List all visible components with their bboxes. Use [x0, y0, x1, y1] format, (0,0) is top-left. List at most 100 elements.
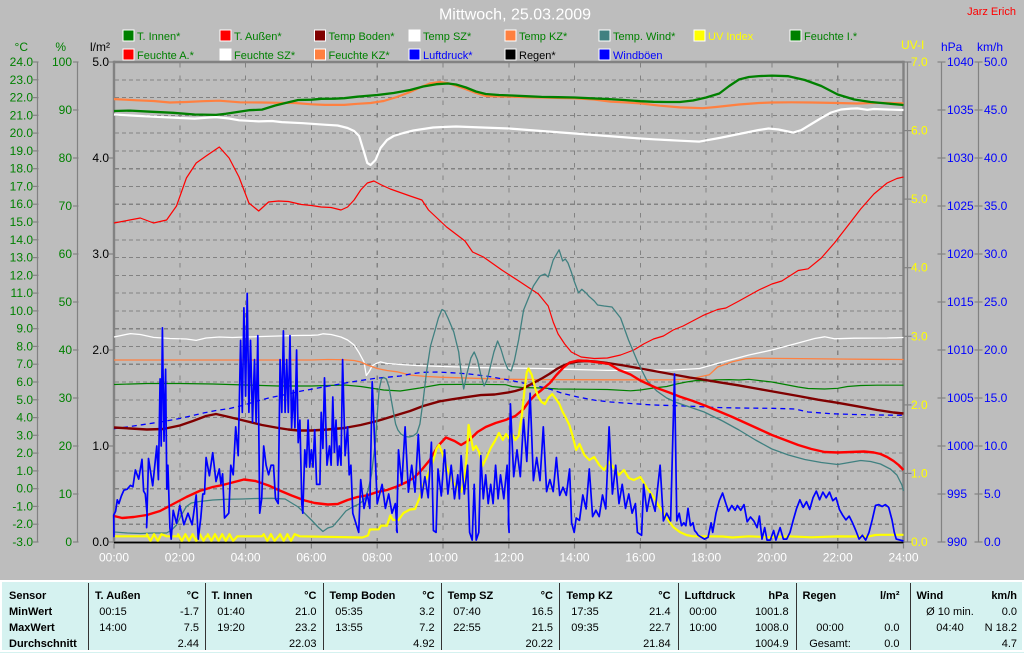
svg-text:Regen*: Regen* — [519, 50, 556, 62]
svg-text:10.0: 10.0 — [10, 304, 34, 318]
svg-text:0.0: 0.0 — [911, 535, 928, 549]
svg-text:UV Index: UV Index — [708, 31, 754, 43]
svg-text:1.0: 1.0 — [911, 466, 928, 480]
svg-text:04:00: 04:00 — [231, 551, 261, 565]
svg-text:19.0: 19.0 — [10, 144, 34, 158]
svg-text:24.0: 24.0 — [10, 55, 34, 69]
svg-text:Feuchte KZ*: Feuchte KZ* — [329, 50, 391, 62]
svg-text:4.0: 4.0 — [16, 411, 33, 425]
svg-text:1040: 1040 — [947, 55, 974, 69]
svg-text:0.0: 0.0 — [16, 482, 33, 496]
svg-text:20:00: 20:00 — [757, 551, 787, 565]
svg-text:%: % — [55, 40, 66, 54]
svg-text:20: 20 — [59, 439, 73, 453]
svg-text:Temp SZ*: Temp SZ* — [423, 31, 472, 43]
svg-text:0.0: 0.0 — [92, 535, 109, 549]
svg-text:995: 995 — [947, 487, 967, 501]
svg-text:0.0: 0.0 — [984, 535, 1001, 549]
svg-text:1005: 1005 — [947, 391, 974, 405]
svg-text:5.0: 5.0 — [984, 487, 1001, 501]
svg-text:60: 60 — [59, 247, 73, 261]
svg-text:30: 30 — [59, 391, 73, 405]
svg-text:Feuchte I.*: Feuchte I.* — [804, 31, 858, 43]
svg-text:20.0: 20.0 — [984, 343, 1008, 357]
svg-text:21.0: 21.0 — [10, 108, 34, 122]
svg-text:3.0: 3.0 — [16, 428, 33, 442]
svg-text:10.0: 10.0 — [984, 439, 1008, 453]
svg-text:km/h: km/h — [977, 40, 1003, 54]
svg-text:08:00: 08:00 — [362, 551, 392, 565]
svg-text:18.0: 18.0 — [10, 162, 34, 176]
svg-text:6.0: 6.0 — [911, 124, 928, 138]
svg-text:2.0: 2.0 — [911, 398, 928, 412]
svg-text:0: 0 — [65, 535, 72, 549]
svg-text:12:00: 12:00 — [494, 551, 524, 565]
svg-text:1025: 1025 — [947, 199, 974, 213]
svg-text:16:00: 16:00 — [625, 551, 655, 565]
svg-text:100: 100 — [52, 55, 72, 69]
svg-text:9.0: 9.0 — [16, 322, 33, 336]
svg-text:13.0: 13.0 — [10, 251, 34, 265]
svg-text:Jarz Erich: Jarz Erich — [967, 6, 1016, 18]
svg-text:22:00: 22:00 — [823, 551, 853, 565]
svg-text:Mittwoch, 25.03.2009: Mittwoch, 25.03.2009 — [439, 7, 591, 24]
svg-text:16.0: 16.0 — [10, 197, 34, 211]
svg-text:3.0: 3.0 — [92, 247, 109, 261]
svg-text:25.0: 25.0 — [984, 295, 1008, 309]
svg-text:11.0: 11.0 — [11, 286, 34, 300]
svg-text:4.0: 4.0 — [911, 261, 928, 275]
svg-text:15.0: 15.0 — [984, 391, 1008, 405]
svg-text:T. Innen*: T. Innen* — [137, 31, 181, 43]
svg-text:22.0: 22.0 — [10, 91, 34, 105]
svg-text:Temp KZ*: Temp KZ* — [519, 31, 568, 43]
svg-text:45.0: 45.0 — [984, 103, 1008, 117]
svg-text:24:00: 24:00 — [888, 551, 918, 565]
svg-text:Luftdruck*: Luftdruck* — [423, 50, 473, 62]
svg-text:hPa: hPa — [941, 40, 963, 54]
svg-text:Temp. Wind*: Temp. Wind* — [613, 31, 676, 43]
svg-text:5.0: 5.0 — [911, 192, 928, 206]
svg-text:-2.0: -2.0 — [12, 517, 33, 531]
svg-text:l/m²: l/m² — [90, 40, 110, 54]
svg-text:17.0: 17.0 — [10, 179, 34, 193]
svg-text:40: 40 — [59, 343, 73, 357]
svg-text:UV-I: UV-I — [901, 38, 924, 52]
svg-text:5.0: 5.0 — [92, 55, 109, 69]
svg-text:6.0: 6.0 — [16, 375, 33, 389]
svg-text:00:00: 00:00 — [99, 551, 129, 565]
svg-text:12.0: 12.0 — [10, 268, 34, 282]
svg-text:50.0: 50.0 — [984, 55, 1008, 69]
svg-text:50: 50 — [59, 295, 73, 309]
svg-text:14:00: 14:00 — [560, 551, 590, 565]
svg-text:30.0: 30.0 — [984, 247, 1008, 261]
svg-text:990: 990 — [947, 535, 967, 549]
svg-text:80: 80 — [59, 151, 73, 165]
svg-text:-3.0: -3.0 — [12, 535, 33, 549]
svg-text:2.0: 2.0 — [92, 343, 109, 357]
svg-text:10: 10 — [59, 487, 73, 501]
svg-text:7.0: 7.0 — [16, 357, 33, 371]
svg-text:20.0: 20.0 — [10, 126, 34, 140]
svg-text:70: 70 — [59, 199, 73, 213]
svg-text:°C: °C — [15, 40, 29, 54]
svg-text:T. Außen*: T. Außen* — [234, 31, 282, 43]
svg-text:1020: 1020 — [947, 247, 974, 261]
svg-text:1015: 1015 — [947, 295, 974, 309]
svg-text:2.0: 2.0 — [16, 446, 33, 460]
svg-text:14.0: 14.0 — [10, 233, 34, 247]
svg-text:1.0: 1.0 — [92, 439, 109, 453]
svg-text:18:00: 18:00 — [691, 551, 721, 565]
svg-text:40.0: 40.0 — [984, 151, 1008, 165]
svg-text:-1.0: -1.0 — [12, 499, 33, 513]
svg-text:Feuchte SZ*: Feuchte SZ* — [234, 50, 296, 62]
svg-text:7.0: 7.0 — [911, 55, 928, 69]
svg-text:90: 90 — [59, 103, 73, 117]
svg-text:8.0: 8.0 — [16, 339, 33, 353]
svg-text:06:00: 06:00 — [296, 551, 326, 565]
svg-text:Feuchte A.*: Feuchte A.* — [137, 50, 195, 62]
svg-text:1035: 1035 — [947, 103, 974, 117]
svg-text:4.0: 4.0 — [92, 151, 109, 165]
svg-text:3.0: 3.0 — [911, 329, 928, 343]
svg-text:1.0: 1.0 — [16, 464, 33, 478]
svg-text:Temp Boden*: Temp Boden* — [329, 31, 396, 43]
